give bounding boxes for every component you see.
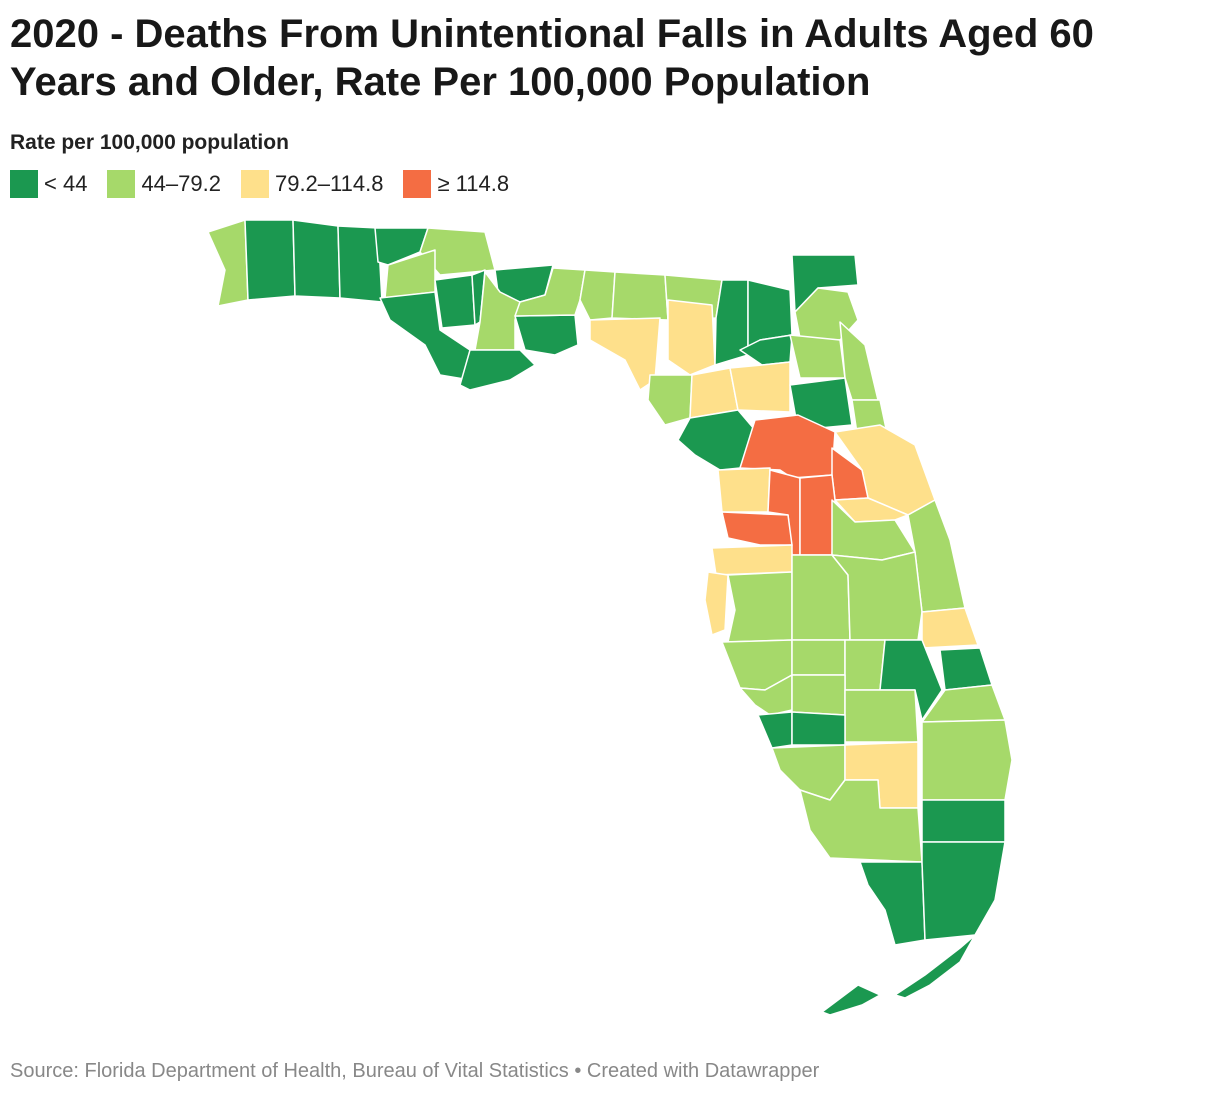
county-region[interactable] [711, 544, 793, 576]
county-region[interactable] [579, 269, 616, 321]
legend-label-high: ≥ 114.8 [437, 171, 510, 196]
legend: < 44 44–79.2 79.2–114.8 ≥ 114.8 [10, 170, 509, 198]
county-region[interactable] [514, 314, 579, 356]
county-region[interactable] [729, 361, 791, 413]
county-region[interactable] [921, 841, 1006, 941]
county-region[interactable] [244, 219, 296, 301]
county-region[interactable] [739, 334, 793, 366]
county-region[interactable] [419, 227, 496, 276]
county-region[interactable] [894, 934, 976, 999]
legend-item-mid-low: 44–79.2 [107, 170, 221, 198]
county-region[interactable] [727, 571, 793, 643]
county-region[interactable] [459, 349, 536, 391]
county-region[interactable] [647, 374, 693, 426]
chart-title: 2020 - Deaths From Unintentional Falls i… [10, 12, 1094, 104]
legend-item-low: < 44 [10, 170, 87, 198]
legend-swatch-mid-low [107, 170, 136, 198]
county-region[interactable] [789, 334, 846, 379]
legend-swatch-mid-high [240, 170, 269, 198]
florida-county-map [207, 219, 1013, 1016]
county-region[interactable] [434, 274, 476, 329]
legend-label-mid-high: 79.2–114.8 [274, 171, 384, 196]
county-region[interactable] [844, 639, 886, 691]
county-region[interactable] [791, 711, 846, 746]
county-region[interactable] [791, 639, 846, 676]
legend-item-high: ≥ 114.8 [403, 170, 509, 198]
county-region[interactable] [589, 317, 661, 391]
county-region[interactable] [757, 711, 793, 749]
county-region[interactable] [207, 219, 249, 307]
legend-swatch-low [10, 170, 38, 198]
county-region[interactable] [474, 271, 521, 351]
legend-label-mid-low: 44–79.2 [141, 171, 221, 196]
county-region[interactable] [667, 299, 716, 376]
legend-label-low: < 44 [44, 171, 88, 196]
county-region[interactable] [799, 779, 923, 863]
county-region[interactable] [704, 571, 729, 636]
county-region[interactable] [921, 799, 1006, 843]
county-region[interactable] [921, 607, 979, 649]
county-region[interactable] [821, 984, 881, 1016]
county-region[interactable] [831, 551, 923, 641]
county-region[interactable] [859, 861, 926, 946]
legend-item-mid-high: 79.2–114.8 [240, 170, 384, 198]
county-region[interactable] [939, 647, 993, 691]
county-region[interactable] [844, 689, 919, 743]
county-region[interactable] [611, 271, 669, 321]
legend-title: Rate per 100,000 population [10, 131, 289, 154]
county-region[interactable] [799, 474, 836, 556]
county-region[interactable] [721, 511, 793, 546]
county-region[interactable] [791, 674, 846, 716]
source-note: Source: Florida Department of Health, Bu… [10, 1060, 820, 1082]
legend-swatch-high [403, 170, 432, 198]
county-region[interactable] [771, 744, 846, 801]
county-region[interactable] [292, 219, 341, 299]
county-region[interactable] [374, 227, 429, 266]
county-region[interactable] [714, 279, 749, 366]
county-region[interactable] [717, 467, 771, 513]
county-region[interactable] [921, 719, 1013, 801]
